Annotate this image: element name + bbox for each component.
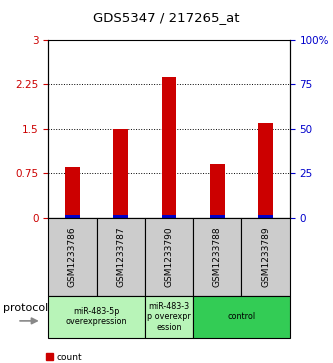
Text: protocol: protocol [3, 303, 49, 313]
Bar [97, 218, 145, 296]
Bar [162, 77, 176, 218]
Bar [193, 218, 241, 296]
Bar [258, 215, 273, 218]
Legend: count, percentile rank within the sample: count, percentile rank within the sample [46, 353, 210, 363]
Bar [162, 215, 176, 218]
Text: GSM1233787: GSM1233787 [116, 227, 125, 287]
Text: miR-483-3
p overexpr
ession: miR-483-3 p overexpr ession [147, 302, 191, 332]
Bar [114, 215, 128, 218]
Text: GDS5347 / 217265_at: GDS5347 / 217265_at [93, 11, 240, 24]
Bar [210, 164, 224, 218]
Bar [48, 296, 145, 338]
Text: GSM1233786: GSM1233786 [68, 227, 77, 287]
Bar [114, 129, 128, 218]
Bar [241, 218, 290, 296]
Bar [145, 218, 193, 296]
Bar [145, 296, 193, 338]
Text: miR-483-5p
overexpression: miR-483-5p overexpression [66, 307, 127, 326]
Text: GSM1233789: GSM1233789 [261, 227, 270, 287]
Bar [48, 218, 97, 296]
Bar [258, 123, 273, 218]
Bar [65, 215, 80, 218]
Text: GSM1233790: GSM1233790 [165, 227, 173, 287]
Bar [65, 167, 80, 218]
Text: control: control [227, 312, 255, 321]
Bar [193, 296, 290, 338]
Bar [210, 215, 224, 218]
Text: GSM1233788: GSM1233788 [213, 227, 222, 287]
